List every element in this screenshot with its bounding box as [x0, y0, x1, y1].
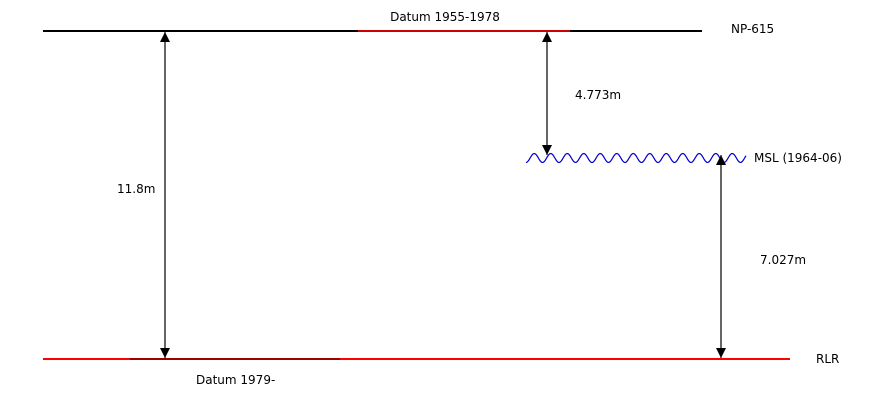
np615-to-msl-value: 4.773m [575, 88, 621, 102]
new-datum-label: Datum 1979- [196, 373, 275, 387]
rlr-label: RLR [816, 352, 839, 366]
old-datum-label: Datum 1955-1978 [390, 10, 500, 24]
msl-label: MSL (1964-06) [754, 151, 842, 165]
msl-to-rlr-value: 7.027m [760, 253, 806, 267]
np615-to-rlr-value: 11.8m [117, 182, 155, 196]
np615-label: NP-615 [731, 22, 774, 36]
msl-wave-line [525, 152, 747, 164]
